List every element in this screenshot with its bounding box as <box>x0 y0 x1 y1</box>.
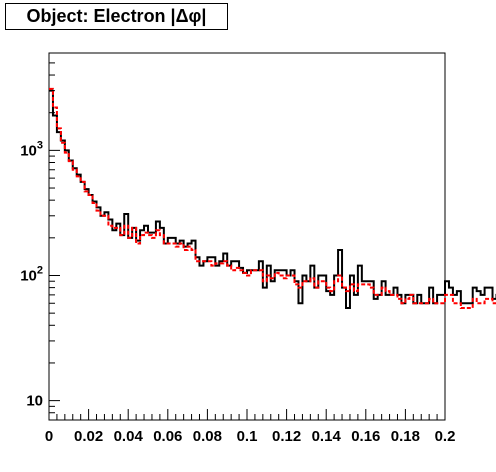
x-tick-label: 0.06 <box>153 428 182 445</box>
x-tick-label: 0.18 <box>391 428 420 445</box>
x-tick-label: 0.08 <box>193 428 222 445</box>
histogram-layer <box>49 87 496 309</box>
x-tick-label: 0.04 <box>114 428 144 445</box>
x-tick-label: 0.1 <box>237 428 258 445</box>
chart-title: Object: Electron |Δφ| <box>5 3 228 30</box>
plot-frame <box>48 52 446 421</box>
x-tick-label: 0.2 <box>435 428 456 445</box>
axes-layer: 0 0.02 0.04 0.06 0.08 0.1 0.12 0.14 0.16 0.18 0.2 1… <box>20 52 456 445</box>
x-tick-label: 0 <box>45 428 53 445</box>
series-line-black <box>49 89 496 309</box>
series-line-red <box>49 87 496 309</box>
x-tick-label: 0.14 <box>312 428 342 445</box>
y-tick-label: 102 <box>20 264 43 284</box>
y-tick-label: 103 <box>20 139 43 159</box>
x-tick-label: 0.02 <box>74 428 103 445</box>
x-tick-label: 0.16 <box>351 428 380 445</box>
y-tick-label: 10 <box>26 393 43 410</box>
x-tick-label: 0.12 <box>272 428 301 445</box>
